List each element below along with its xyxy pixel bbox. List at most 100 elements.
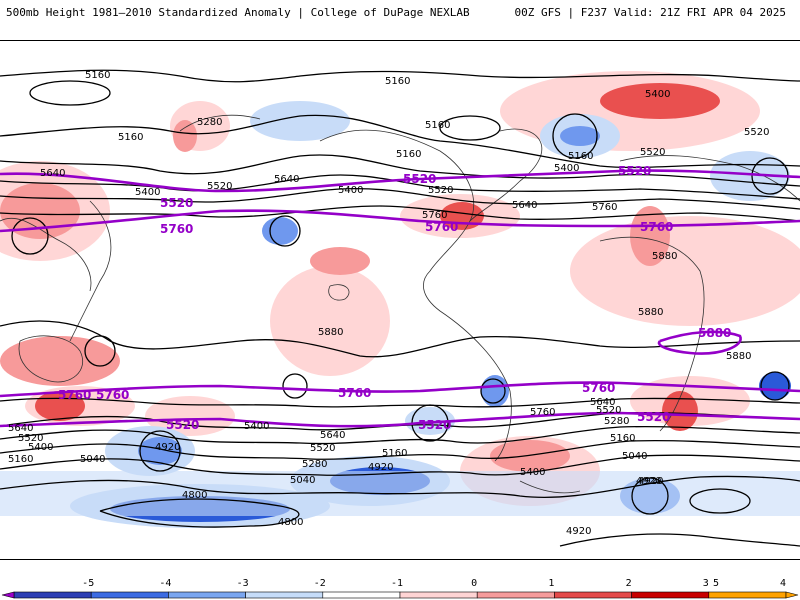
contour-label: 5520 bbox=[18, 433, 43, 444]
contour-label: 5880 bbox=[652, 251, 677, 262]
positive-anomaly-area bbox=[600, 83, 720, 119]
colorbar-swatch bbox=[245, 591, 324, 599]
colorbar-tick-label: -4 bbox=[159, 578, 171, 589]
contour-label: 5760 bbox=[422, 210, 447, 221]
contour-label: 5400 bbox=[338, 185, 363, 196]
positive-anomaly-area bbox=[145, 396, 235, 436]
colorbar-tick-label: -5 bbox=[82, 578, 94, 589]
contour-label: 5520 bbox=[310, 443, 335, 454]
negative-anomaly-area bbox=[262, 217, 298, 245]
highlight-label: 5520 bbox=[637, 410, 670, 424]
contour-label: 4920 bbox=[636, 476, 661, 487]
colorbar-tick-label: 4 bbox=[780, 578, 786, 589]
contour-label: 4800 bbox=[278, 517, 303, 528]
colorbar-swatch bbox=[13, 591, 92, 599]
highlight-label: 5520 bbox=[166, 418, 199, 432]
contour-label: 5400 bbox=[244, 421, 269, 432]
colorbar-tick-label: 2 bbox=[626, 578, 632, 589]
highlight-label: 5760 bbox=[425, 220, 458, 234]
contour-label: 5040 bbox=[80, 454, 105, 465]
colorbar-tick-label: 0 bbox=[471, 578, 477, 589]
highlight-label: 5760 bbox=[582, 381, 615, 395]
contour-label: 5520 bbox=[596, 405, 621, 416]
contour-label: 5520 bbox=[207, 181, 232, 192]
contour-label: 4920 bbox=[368, 462, 393, 473]
positive-anomaly-area bbox=[630, 206, 670, 266]
contour-label: 5880 bbox=[726, 351, 751, 362]
anomaly-colorbar: -5 -4 -3 -2 -1 0 1 2 3 4 5 bbox=[1, 578, 799, 599]
colorbar-swatch bbox=[554, 591, 632, 599]
contour-label: 5160 bbox=[118, 132, 143, 143]
colorbar-tick-label: 5 bbox=[713, 578, 719, 589]
contour-label: 5400 bbox=[554, 163, 579, 174]
contour-label: 5160 bbox=[568, 151, 593, 162]
contour-label: 5160 bbox=[8, 454, 33, 465]
contour-label: 5520 bbox=[744, 127, 769, 138]
colorbar-tick-label: -2 bbox=[314, 578, 326, 589]
highlight-contour-labels: 5520 5760 5520 5760 5520 5760 5760 5880 … bbox=[58, 164, 731, 432]
contour-label: 5160 bbox=[425, 120, 450, 131]
highlight-label: 5760 bbox=[640, 220, 673, 234]
negative-anomaly-area bbox=[759, 372, 791, 400]
contour-label: 5280 bbox=[197, 117, 222, 128]
colorbar-swatch bbox=[322, 591, 401, 599]
negative-anomaly-area bbox=[250, 101, 350, 141]
contour-label: 5640 bbox=[512, 200, 537, 211]
map-title: 500mb Height 1981–2010 Standardized Anom… bbox=[6, 6, 470, 19]
negative-anomaly-area bbox=[405, 407, 455, 435]
colorbar-tick-label: 3 bbox=[703, 578, 709, 589]
highlight-contours bbox=[0, 169, 800, 428]
contour-labels: 5160 5160 5160 5280 5160 5160 5400 5520 … bbox=[8, 70, 769, 537]
contour-label: 5520 bbox=[428, 185, 453, 196]
run-valid-time: 00Z GFS | F237 Valid: 21Z FRI APR 04 202… bbox=[514, 6, 786, 19]
highlight-label: 5520 bbox=[403, 172, 436, 186]
colorbar-end-high bbox=[785, 591, 799, 599]
contour-label: 5280 bbox=[302, 459, 327, 470]
contour-label: 5880 bbox=[318, 327, 343, 338]
contour-label: 5760 bbox=[530, 407, 555, 418]
highlight-label: 5520 bbox=[618, 164, 651, 178]
contour-label: 5640 bbox=[590, 397, 615, 408]
colorbar-tick-label: 1 bbox=[548, 578, 554, 589]
colorbar-tick-label: -3 bbox=[237, 578, 249, 589]
colorbar-swatch bbox=[708, 591, 787, 599]
anomaly-map[interactable]: 5160 5160 5160 5280 5160 5160 5400 5520 … bbox=[0, 40, 800, 560]
contour-label: 5760 bbox=[592, 202, 617, 213]
positive-anomaly-area bbox=[310, 247, 370, 275]
colorbar-swatch bbox=[631, 591, 710, 599]
colorbar-tick-label: -1 bbox=[391, 578, 403, 589]
contour-label: 5640 bbox=[320, 430, 345, 441]
contour-label: 5640 bbox=[8, 423, 33, 434]
contour-label: 5400 bbox=[135, 187, 160, 198]
contour-label: 4920 bbox=[638, 476, 663, 487]
contour-label: 4920 bbox=[155, 442, 180, 453]
colorbar-swatch bbox=[399, 591, 478, 599]
contour-label: 5160 bbox=[396, 149, 421, 160]
positive-anomaly-area bbox=[173, 120, 197, 152]
contour-label: 5640 bbox=[40, 168, 65, 179]
contour-label: 4800 bbox=[182, 490, 207, 501]
contour-label: 5040 bbox=[622, 451, 647, 462]
negative-anomaly-area bbox=[560, 126, 600, 146]
highlight-label: 5760 bbox=[160, 222, 193, 236]
contour-label: 5160 bbox=[610, 433, 635, 444]
contour-label: 5400 bbox=[645, 89, 670, 100]
contour-label: 5520 bbox=[640, 147, 665, 158]
contour-label: 5160 bbox=[85, 70, 110, 81]
positive-anomaly-area bbox=[570, 216, 800, 326]
contour-label: 5400 bbox=[520, 467, 545, 478]
contour-label: 5640 bbox=[274, 174, 299, 185]
highlight-label: 5520 bbox=[418, 418, 451, 432]
highlight-label: 5760 bbox=[338, 386, 371, 400]
colorbar-end-low bbox=[1, 591, 15, 599]
positive-anomaly-area bbox=[662, 391, 698, 431]
contour-label: 5040 bbox=[290, 475, 315, 486]
contour-label: 4920 bbox=[566, 526, 591, 537]
contour-label: 5880 bbox=[638, 307, 663, 318]
contour-label: 5160 bbox=[382, 448, 407, 459]
colorbar-swatch bbox=[168, 591, 246, 599]
coastlines bbox=[0, 114, 800, 494]
highlight-label: 5760 bbox=[96, 388, 129, 402]
positive-anomaly-area bbox=[0, 336, 120, 386]
highlight-label: 5760 bbox=[58, 388, 91, 402]
